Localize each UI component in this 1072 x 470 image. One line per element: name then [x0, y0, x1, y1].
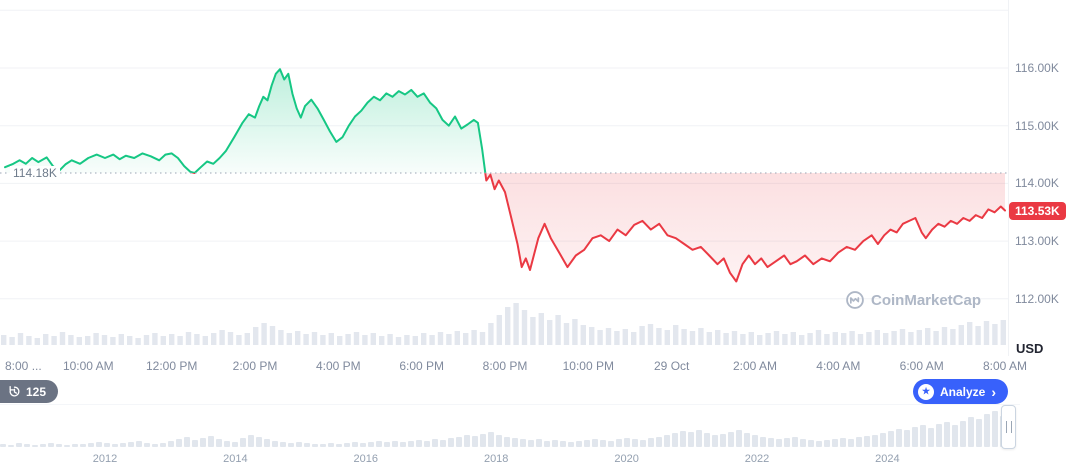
x-axis-label: 6:00 AM — [899, 359, 944, 373]
y-axis-label: 114.00K — [1015, 176, 1059, 191]
timeline-minimap[interactable] — [0, 404, 1020, 449]
baseline-price-label: 114.18K — [10, 166, 60, 180]
volume-bars — [1, 303, 1006, 345]
analyze-label: Analyze — [940, 384, 986, 399]
year-label: 2018 — [483, 453, 509, 465]
x-axis-label: 8:00 AM — [982, 359, 1028, 373]
x-axis-label: 4:00 AM — [816, 359, 861, 373]
minimap-year-labels: 2012 2014 2016 2018 2020 2022 2024 — [0, 453, 1020, 467]
y-axis-label: 113.00K — [1015, 234, 1059, 249]
green-area-fill — [5, 69, 1005, 174]
x-axis-label: 2:00 AM — [732, 359, 778, 373]
coinmarketcap-logo-icon — [846, 291, 864, 309]
analyze-button[interactable]: ★ Analyze › — [913, 379, 1009, 404]
history-count-badge[interactable]: 125 — [0, 380, 59, 403]
history-count: 125 — [26, 384, 47, 399]
history-clock-icon — [9, 385, 20, 397]
year-label: 2012 — [92, 453, 118, 465]
chevron-right-icon: › — [991, 383, 997, 400]
y-axis-label: 116.00K — [1015, 61, 1059, 75]
brush-grip-icon — [1005, 421, 1012, 433]
year-label: 2024 — [875, 453, 900, 465]
watermark-text: CoinMarketCap — [871, 291, 982, 309]
x-axis: 8:00 ... 10:00 AM 12:00 PM 2:00 PM 4:00 PM 6:… — [0, 359, 1027, 375]
current-price-badge: 113.53K — [1009, 202, 1066, 220]
x-axis-label: 12:00 PM — [146, 359, 198, 373]
red-area-fill — [485, 173, 1005, 282]
gridlines — [0, 9, 1008, 300]
x-axis-label: 2:00 PM — [232, 359, 278, 373]
x-axis-label: 4:00 PM — [315, 359, 361, 373]
x-axis-label: 10:00 PM — [562, 359, 614, 373]
minimap-brush-handle[interactable] — [1001, 405, 1016, 449]
x-axis-label: 29 Oct — [654, 359, 690, 373]
main-price-chart[interactable] — [0, 0, 1008, 356]
y-axis-label: 115.00K — [1015, 118, 1059, 133]
y-axis-label: 112.00K — [1015, 291, 1059, 306]
y-axis: 116.00K 115.00K 114.00K 113.00K 112.00K — [1008, 0, 1072, 356]
coinmarketcap-watermark: CoinMarketCap — [845, 290, 981, 310]
price-line-red — [190, 173, 1006, 283]
x-axis-label: 8:00 PM — [482, 359, 528, 373]
x-axis-label: 6:00 PM — [399, 359, 445, 373]
year-label: 2016 — [353, 453, 379, 465]
analyze-sparkle-icon: ★ — [918, 383, 934, 400]
year-label: 2014 — [223, 453, 248, 465]
x-axis-label: 10:00 AM — [62, 359, 114, 373]
x-axis-label: 8:00 ... — [5, 359, 42, 373]
year-label: 2020 — [614, 453, 639, 465]
currency-label: USD — [1016, 341, 1044, 356]
price-line-green — [4, 68, 487, 174]
year-label: 2022 — [744, 453, 770, 465]
